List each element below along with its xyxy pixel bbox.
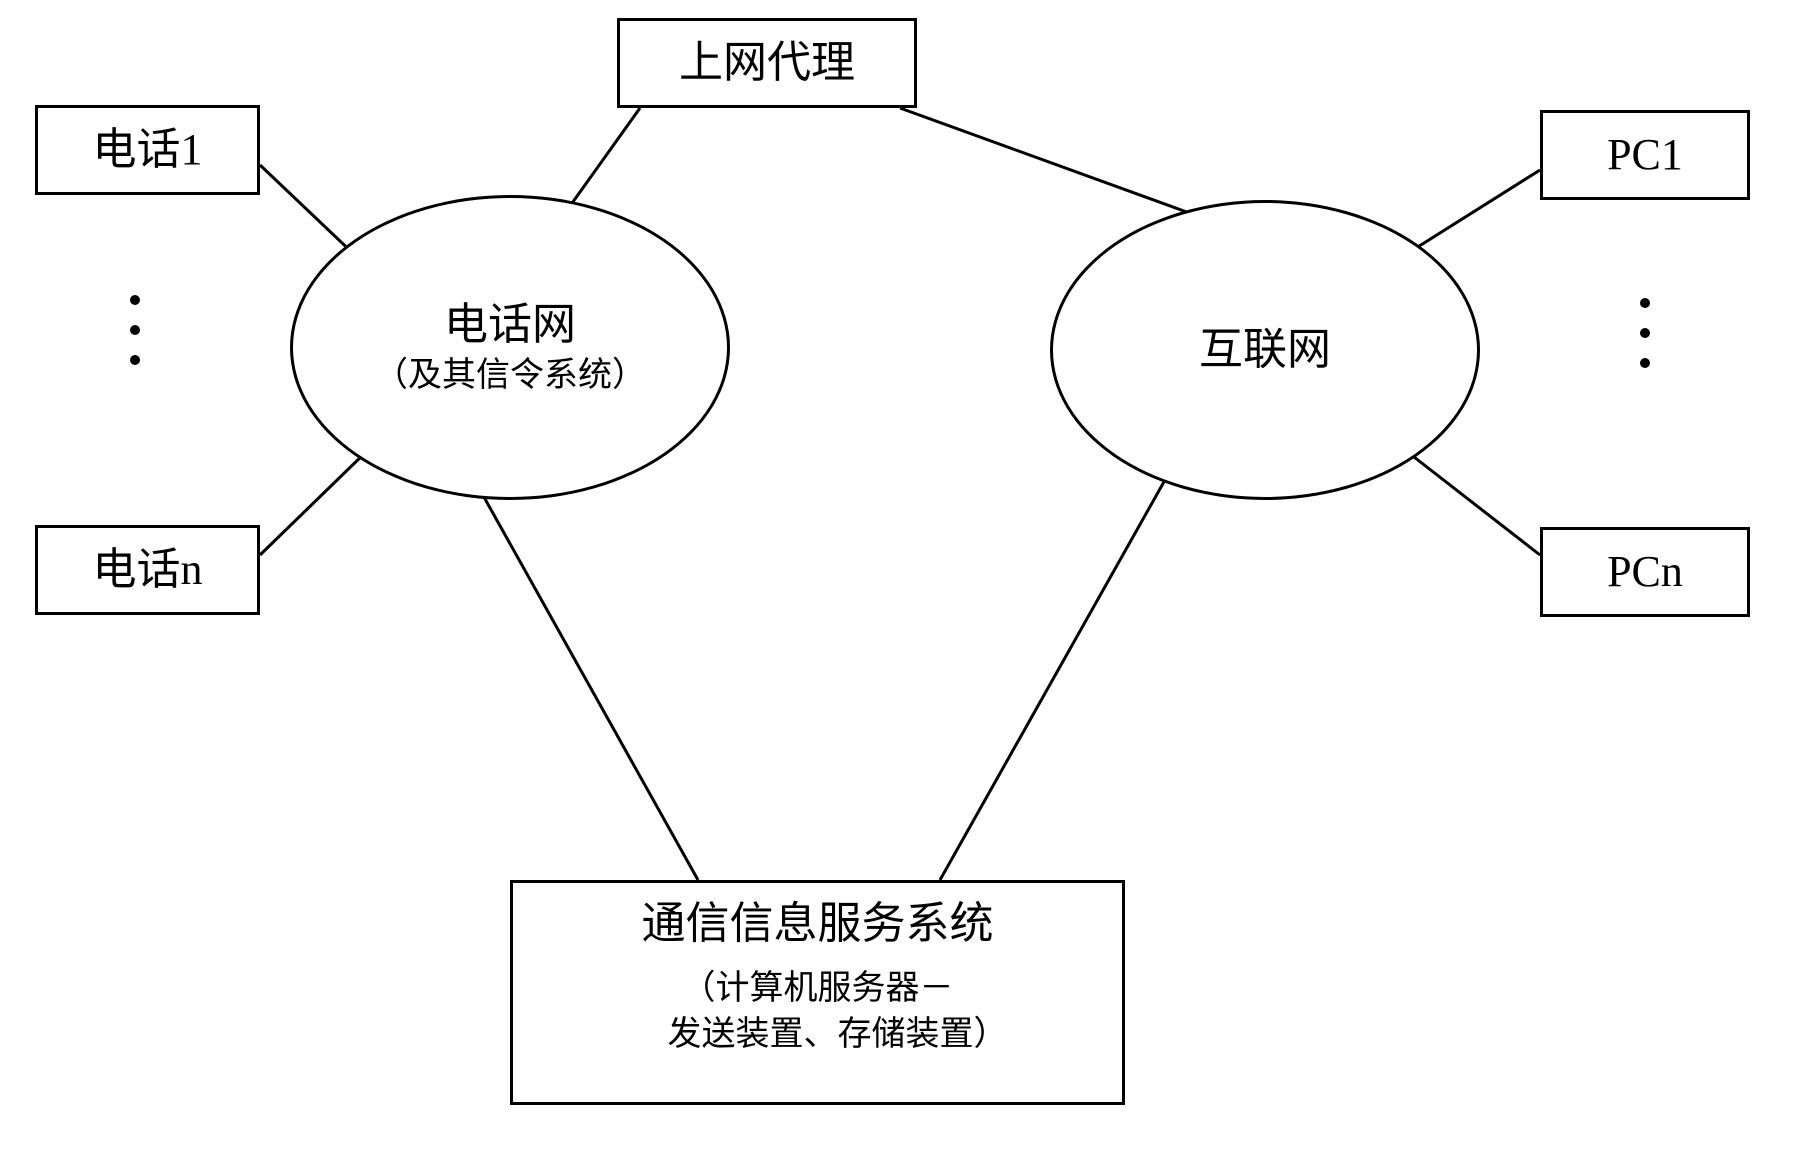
internet-label-main: 互联网 (1199, 321, 1331, 378)
dot (1640, 298, 1650, 308)
node-service-system: 通信信息服务系统 （计算机服务器－ 发送装置、存储装置） (510, 880, 1125, 1105)
dot (1640, 358, 1650, 368)
service-label-main: 通信信息服务系统 (642, 895, 994, 952)
phonen-label: 电话n (93, 541, 203, 598)
diagram-canvas: 上网代理 电话1 电话n PC1 PCn 电话网 （及其信令系统） 互联网 通信… (0, 0, 1799, 1150)
node-telephone-network: 电话网 （及其信令系统） (290, 195, 730, 500)
dot (130, 325, 140, 335)
dot (130, 295, 140, 305)
pcn-label: PCn (1607, 543, 1683, 600)
node-proxy: 上网代理 (617, 18, 917, 108)
node-pc-n: PCn (1540, 527, 1750, 617)
edge-pcn-internet (1405, 450, 1540, 555)
proxy-label: 上网代理 (679, 34, 855, 91)
node-phone-1: 电话1 (35, 105, 260, 195)
service-label-sub1: （计算机服务器－ (682, 966, 954, 1012)
node-internet: 互联网 (1050, 200, 1480, 500)
edge-telnet-service (480, 490, 698, 880)
edge-pc1-internet (1405, 170, 1540, 255)
left-ellipsis-dots (130, 295, 140, 365)
edge-phonen-telnet (260, 450, 368, 555)
service-label-sub2: 发送装置、存储装置） (668, 1012, 1008, 1058)
dot (1640, 328, 1650, 338)
right-ellipsis-dots (1640, 298, 1650, 368)
pc1-label: PC1 (1607, 126, 1683, 183)
telnet-label-main: 电话网 (444, 296, 576, 353)
telnet-label-sub: （及其信令系统） (374, 353, 646, 399)
node-pc-1: PC1 (1540, 110, 1750, 200)
edge-proxy-internet (900, 108, 1195, 215)
edge-internet-service (940, 480, 1165, 880)
node-phone-n: 电话n (35, 525, 260, 615)
dot (130, 355, 140, 365)
phone1-label: 电话1 (93, 121, 203, 178)
